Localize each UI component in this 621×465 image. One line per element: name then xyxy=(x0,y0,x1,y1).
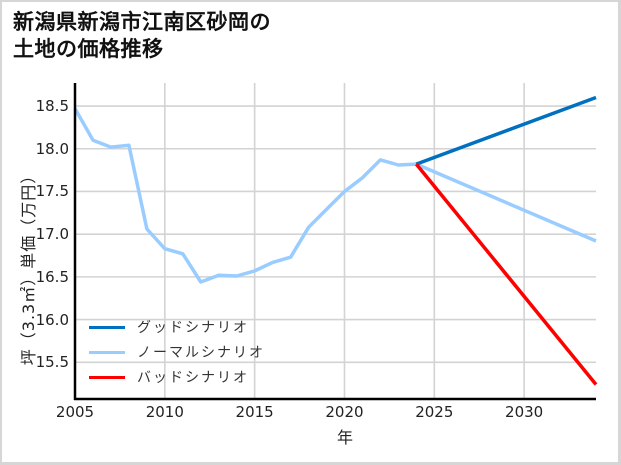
y-tick-label: 17.5 xyxy=(35,182,69,201)
x-tick-label: 2020 xyxy=(325,403,364,421)
legend-label-normal: ノーマルシナリオ xyxy=(137,345,265,361)
series-line xyxy=(73,107,597,284)
y-tick-label: 17.0 xyxy=(35,225,69,244)
x-tick-label: 2030 xyxy=(505,403,544,421)
legend-label-good: グッドシナリオ xyxy=(137,320,249,336)
x-axis-label: 年 xyxy=(336,428,354,447)
chart-title-line-1: 新潟県新潟市江南区砂岡の xyxy=(13,10,271,34)
x-tick-label: 2010 xyxy=(145,403,184,421)
y-tick-label: 18.5 xyxy=(35,97,69,116)
legend-item-good: グッドシナリオ xyxy=(89,317,249,337)
legend-swatch-normal xyxy=(89,350,125,354)
y-tick-label: 16.5 xyxy=(35,267,69,286)
y-tick-label: 16.0 xyxy=(35,310,69,329)
y-tick-label: 18.0 xyxy=(35,139,69,158)
series-line xyxy=(415,95,597,166)
legend-label-bad: バッドシナリオ xyxy=(137,370,249,386)
x-tick-label: 2005 xyxy=(55,403,95,421)
series-line xyxy=(414,162,598,386)
chart-title: 新潟県新潟市江南区砂岡の 土地の価格推移 xyxy=(13,9,271,63)
chart-title-line-2: 土地の価格推移 xyxy=(13,37,164,61)
legend-item-normal: ノーマルシナリオ xyxy=(89,342,265,362)
data-series xyxy=(73,95,598,386)
legend-item-bad: バッドシナリオ xyxy=(89,367,249,387)
legend-swatch-good xyxy=(89,325,125,329)
y-tick-label: 15.5 xyxy=(35,353,69,372)
legend-swatch-bad xyxy=(89,375,125,379)
y-axis-label: 坪（3.3㎡）単価（万円） xyxy=(19,166,38,366)
x-tick-label: 2015 xyxy=(235,403,274,421)
x-tick-label: 2025 xyxy=(415,403,454,421)
